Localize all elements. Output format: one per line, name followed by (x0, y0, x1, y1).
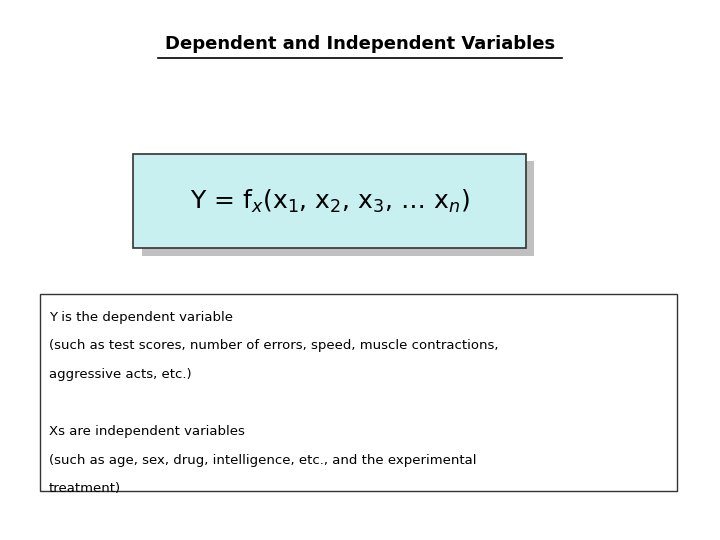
Text: aggressive acts, etc.): aggressive acts, etc.) (49, 368, 192, 381)
Text: Y is the dependent variable: Y is the dependent variable (49, 310, 233, 323)
Text: treatment): treatment) (49, 482, 121, 495)
FancyBboxPatch shape (142, 161, 534, 256)
Text: Xs are independent variables: Xs are independent variables (49, 425, 245, 438)
FancyBboxPatch shape (133, 154, 526, 248)
Text: (such as age, sex, drug, intelligence, etc., and the experimental: (such as age, sex, drug, intelligence, e… (49, 454, 477, 467)
Text: Dependent and Independent Variables: Dependent and Independent Variables (165, 35, 555, 53)
Text: Y = f$_{x}$(x$_{1}$, x$_{2}$, x$_{3}$, … x$_{n}$): Y = f$_{x}$(x$_{1}$, x$_{2}$, x$_{3}$, …… (189, 187, 469, 215)
Text: (such as test scores, number of errors, speed, muscle contractions,: (such as test scores, number of errors, … (49, 339, 498, 352)
FancyBboxPatch shape (40, 294, 677, 491)
